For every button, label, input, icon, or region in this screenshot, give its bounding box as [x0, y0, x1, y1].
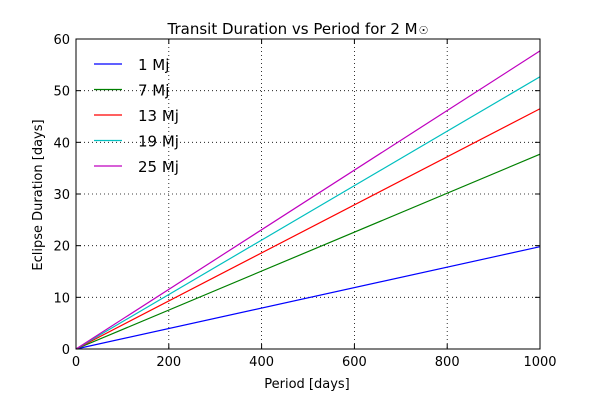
y-tick-label: 40: [53, 136, 70, 151]
x-tick-label: 800: [435, 355, 460, 370]
series-line-3: [75, 108, 541, 350]
legend: 1 Mj 7 Mj 13 Mj 19 Mj 25 Mj: [94, 56, 179, 176]
y-tick-label: 20: [53, 240, 70, 255]
legend-label-5: 25 Mj: [138, 158, 179, 176]
x-tick-label: 400: [249, 355, 274, 370]
legend-label-2: 7 Mj: [138, 82, 169, 100]
x-tick-label: 200: [156, 355, 181, 370]
legend-label-3: 13 Mj: [138, 107, 179, 125]
y-tick-label: 60: [53, 33, 70, 48]
y-axis-label: Eclipse Duration [days]: [31, 119, 46, 270]
y-tick-label: 10: [53, 291, 70, 306]
legend-label-1: 1 Mj: [138, 56, 169, 74]
series-line-1: [75, 246, 541, 350]
y-tick-label: 0: [62, 343, 70, 358]
x-tick-label: 600: [342, 355, 367, 370]
series-line-2: [75, 153, 541, 350]
y-tick-label: 30: [53, 188, 70, 203]
x-tick-label: 1000: [523, 355, 556, 370]
series-layer: [75, 50, 541, 350]
y-tick-label: 50: [53, 85, 70, 100]
ticks: 0 200 400 600 800 1000 0 10 20 30 40 50 60: [53, 33, 556, 370]
chart-title: Transit Duration vs Period for 2 M☉: [167, 20, 429, 38]
series-line-4: [75, 76, 541, 350]
x-axis-label: Period [days]: [264, 377, 350, 392]
legend-label-4: 19 Mj: [138, 133, 179, 151]
x-tick-label: 0: [72, 355, 80, 370]
solar-symbol: ☉: [419, 24, 429, 37]
series-line-5: [75, 50, 541, 350]
